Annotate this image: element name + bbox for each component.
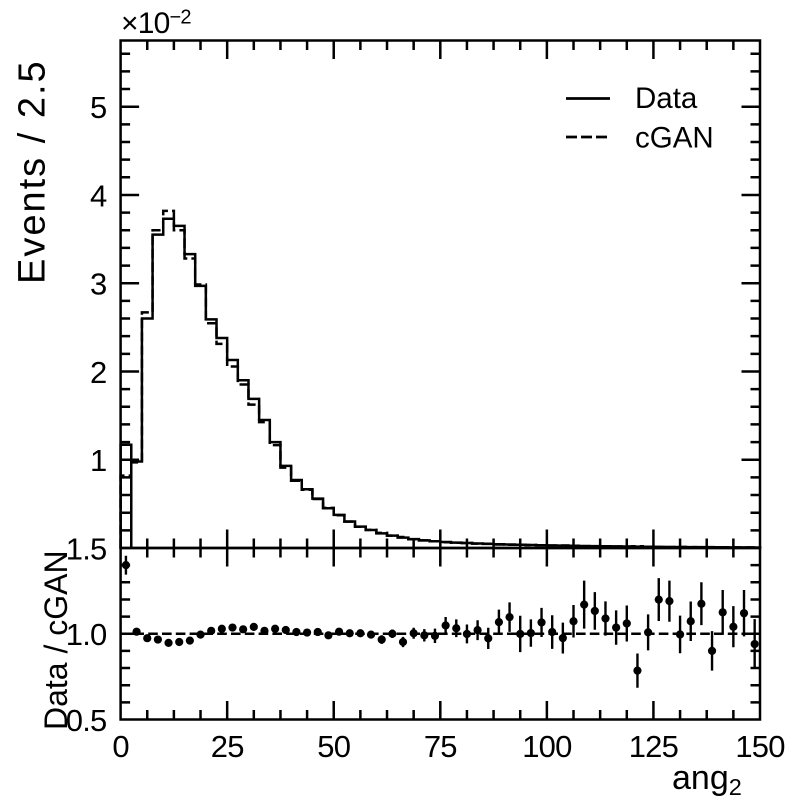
svg-text:3: 3 <box>90 267 106 302</box>
svg-text:cGAN: cGAN <box>635 122 714 155</box>
svg-text:0.5: 0.5 <box>66 703 107 738</box>
svg-text:25: 25 <box>211 729 244 764</box>
svg-text:150: 150 <box>735 729 785 764</box>
svg-text:50: 50 <box>317 729 350 764</box>
svg-text:100: 100 <box>522 729 572 764</box>
svg-text:1.0: 1.0 <box>66 617 107 652</box>
svg-text:5: 5 <box>90 90 106 125</box>
svg-text:Events / 2.5: Events / 2.5 <box>12 59 54 284</box>
svg-text:125: 125 <box>629 729 678 764</box>
svg-text:2: 2 <box>90 355 106 390</box>
svg-text:4: 4 <box>90 178 107 213</box>
svg-text:0: 0 <box>112 729 129 764</box>
svg-text:Data: Data <box>635 82 698 115</box>
svg-text:1: 1 <box>90 443 106 478</box>
svg-text:1.5: 1.5 <box>66 531 107 566</box>
svg-text:Data / cGAN: Data / cGAN <box>38 550 74 730</box>
svg-text:75: 75 <box>424 729 457 764</box>
